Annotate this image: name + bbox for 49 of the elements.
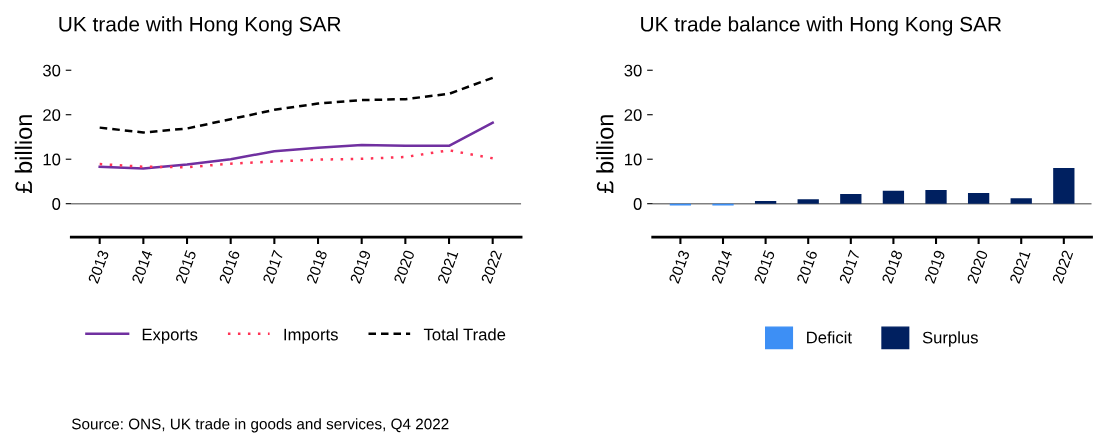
chart-title: UK trade balance with Hong Kong SAR <box>641 16 1002 36</box>
x-tick-label: 2020 <box>393 249 415 284</box>
x-tick-label: 2019 <box>349 249 372 284</box>
y-tick-label: 20 <box>43 109 61 121</box>
legend-label: Deficit <box>807 331 852 344</box>
x-tick-label: 2013 <box>87 249 110 284</box>
line-series <box>98 121 494 170</box>
bar <box>840 193 862 204</box>
y-tick-label: 10 <box>625 153 642 166</box>
x-tick-label: 2019 <box>924 249 946 284</box>
x-tick-label: 2021 <box>1009 249 1031 284</box>
x-tick-label: 2017 <box>838 249 861 284</box>
source-note: Source: ONS, UK trade in goods and services, Q4 2022 <box>72 418 449 433</box>
y-tick-label: 30 <box>624 64 642 77</box>
x-tick-label: 2016 <box>218 249 241 284</box>
x-tick-label: 2015 <box>175 249 197 284</box>
bar <box>1053 168 1075 204</box>
line-series <box>98 76 494 134</box>
bar <box>882 190 905 204</box>
x-tick-label: 2017 <box>262 249 284 284</box>
legend-label: Imports <box>284 328 338 344</box>
legend-label: Surplus <box>922 331 978 347</box>
chart-title: UK trade with Hong Kong SAR <box>59 16 341 36</box>
bar <box>1010 198 1032 204</box>
x-tick-label: 2021 <box>437 249 459 284</box>
bar <box>925 189 947 204</box>
y-tick-label: 10 <box>43 153 61 166</box>
legend-label: Exports <box>142 328 198 344</box>
bar <box>754 201 777 204</box>
x-tick-label: 2014 <box>711 249 733 284</box>
x-tick-label: 2022 <box>1051 249 1074 284</box>
y-tick-label: 0 <box>633 198 642 210</box>
x-tick-label: 2018 <box>881 249 903 284</box>
x-tick-label: 2022 <box>480 249 503 284</box>
x-tick-label: 2014 <box>131 249 153 284</box>
x-tick-label: 2015 <box>753 249 776 284</box>
bar <box>967 193 990 204</box>
y-tick-label: 20 <box>624 109 642 121</box>
y-axis-title: £ billion <box>596 115 614 194</box>
x-tick-label: 2016 <box>796 249 818 284</box>
line-series <box>98 149 494 169</box>
legend-label: Total Trade <box>423 328 506 341</box>
x-tick-label: 2013 <box>668 249 690 284</box>
y-tick-label: 30 <box>42 64 61 77</box>
y-axis-title: £ billion <box>14 115 33 194</box>
y-tick-label: 0 <box>52 198 61 210</box>
bar <box>797 199 819 204</box>
x-tick-label: 2020 <box>966 249 989 284</box>
x-tick-label: 2018 <box>306 249 328 284</box>
